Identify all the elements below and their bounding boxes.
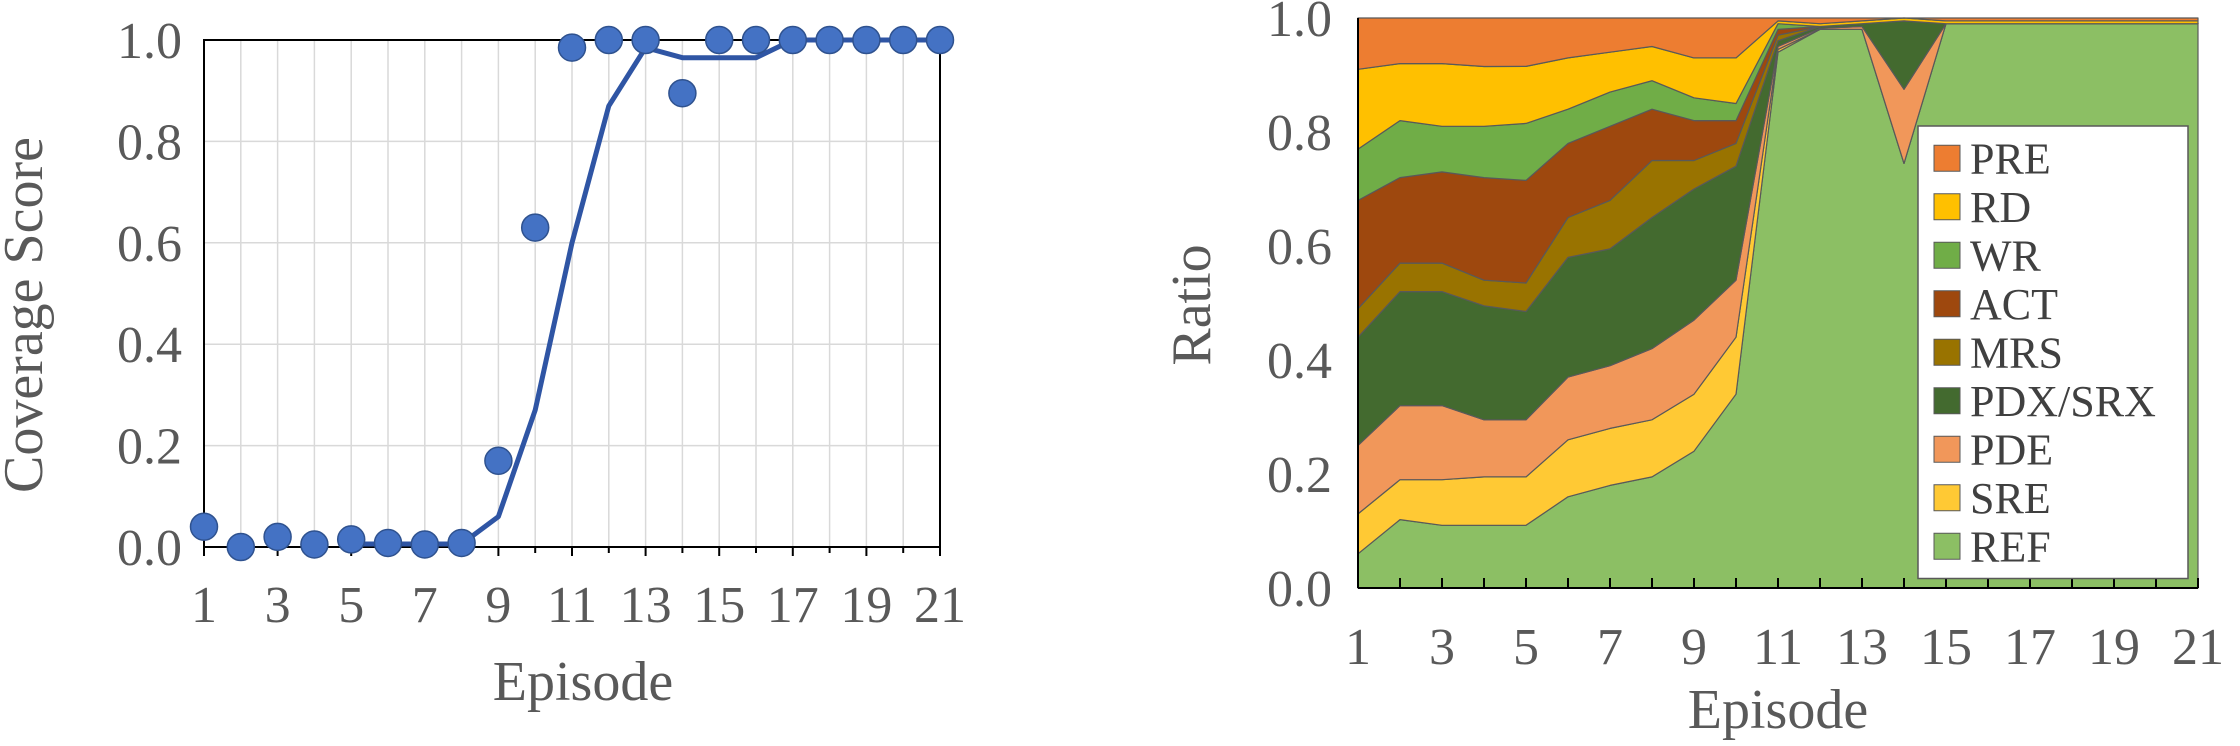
data-point [704,25,734,55]
right-x-tick-label: 3 [1429,619,1455,676]
coverage-score-chart: 1 3 5 7 9 11 13 15 17 19 21 0.00.20.40.60.81.0 Epi… [0,13,966,713]
data-point [852,25,881,55]
left-x-tick-label: 13 [620,577,672,634]
data-point [484,446,513,476]
legend-swatch [1933,241,1961,269]
left-x-tick-label: 21 [914,577,966,634]
legend-swatch [1933,532,1961,560]
legend-box [1917,125,2189,580]
right-plot-frame [1357,18,2199,589]
left-x-tick-label: 7 [412,577,438,634]
legend-label: WR [1970,231,2042,280]
right-x-axis-label: Episode [1688,679,1868,741]
right-x-tick-label: 1 [1345,619,1371,676]
left-y-tick-label: 0.2 [117,419,182,476]
data-point [189,512,219,541]
data-point [925,25,955,55]
right-y-tick-label: 0.4 [1267,333,1332,390]
right-x-tick-label: 13 [1836,619,1888,676]
data-point [741,25,771,55]
legend-label: PDE [1970,425,2053,474]
right-x-tick-label: 5 [1513,619,1539,676]
data-point [300,530,329,559]
legend-label: SRE [1970,474,2051,523]
data-point [815,25,844,55]
left-x-tick-labels: 1 3 5 7 9 11 13 15 17 19 21 [191,577,966,634]
left-x-tick-label: 19 [840,577,892,634]
right-x-tick-label: 9 [1681,619,1707,676]
right-x-tick-label: 21 [2172,619,2224,676]
left-y-tick-label: 0.6 [117,216,182,273]
legend-swatch [1933,387,1961,415]
left-y-tick-label: 0.8 [117,114,182,171]
left-x-tick-label: 11 [547,577,597,634]
data-point [594,25,624,55]
right-x-tick-label: 19 [2088,619,2140,676]
legend-swatch [1933,435,1961,463]
data-point [668,78,697,108]
legend-label: RD [1970,183,2031,232]
right-y-tick-label: 1.0 [1267,0,1332,48]
left-y-tick-label: 1.0 [117,13,182,70]
right-y-axis-label: Ratio [1161,244,1223,365]
legend-swatch [1933,338,1961,366]
data-point [226,532,256,562]
data-point [410,530,440,559]
right-y-tick-label: 0.0 [1267,561,1332,618]
area-pre [1357,17,2199,70]
right-x-tick-label: 15 [1920,619,1972,676]
legend-label: REF [1970,522,2051,571]
left-y-axis-label: Coverage Score [0,137,55,493]
left-x-tick-label: 17 [767,577,819,634]
legend-swatch [1933,144,1961,172]
legend-label: PDX/SRX [1970,377,2156,426]
left-y-tick-label: 0.4 [117,317,182,374]
data-point [373,528,403,558]
ratio-chart: 1 3 5 7 9 11 13 15 17 19 21 0.00.20.40.60.81.0 PRE… [1161,0,2224,741]
legend-swatch [1933,290,1961,318]
right-x-tick-label: 7 [1597,619,1623,676]
data-point [888,25,918,55]
left-y-tick-labels: 0.0 0.2 0.4 0.6 0.8 1.0 [117,13,182,577]
left-x-tick-label: 1 [191,577,217,634]
legend-label: PRE [1970,134,2051,183]
left-x-axis-label: Episode [493,651,673,713]
legend-swatch [1933,193,1961,221]
left-y-tick-label: 0.0 [117,520,182,577]
left-x-tick-label: 5 [338,577,364,634]
right-x-tick-label: 17 [2004,619,2056,676]
data-point [557,33,587,62]
right-x-tick-labels: 1 3 5 7 9 11 13 15 17 19 21 [1345,619,2224,676]
data-point [263,522,292,552]
right-y-tick-label: 0.8 [1267,105,1332,162]
legend-label: ACT [1970,280,2058,329]
right-y-tick-labels: 0.0 0.2 0.4 0.6 0.8 1.0 [1267,0,1332,618]
data-point [778,25,808,55]
data-point [631,25,660,55]
data-point [447,528,476,558]
left-x-tick-label: 9 [485,577,511,634]
left-x-tick-label: 3 [265,577,291,634]
right-x-tick-label: 11 [1753,619,1803,676]
legend-label: MRS [1970,328,2063,377]
left-x-tick-label: 15 [693,577,745,634]
data-point [336,525,366,554]
legend-swatch [1933,484,1961,512]
left-points [189,25,955,562]
left-grid [204,39,940,548]
right-y-tick-label: 0.2 [1267,447,1332,504]
right-y-tick-label: 0.6 [1267,219,1332,276]
data-point [520,213,550,242]
